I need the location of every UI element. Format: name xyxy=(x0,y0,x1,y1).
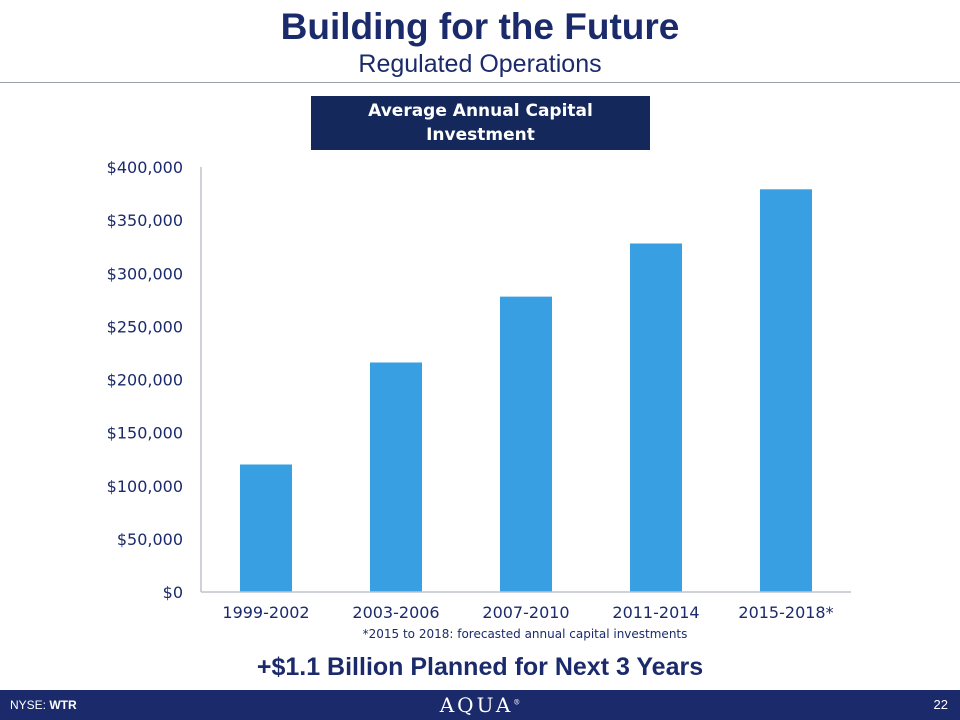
x-tick-label: 2015-2018* xyxy=(738,603,833,622)
bar-2015-2018 xyxy=(760,189,812,592)
y-tick-label: $150,000 xyxy=(107,424,183,443)
y-tick-label: $400,000 xyxy=(107,158,183,177)
slide-title: Building for the Future xyxy=(280,6,680,47)
logo-text: AQUA xyxy=(439,693,514,717)
y-tick-label: $0 xyxy=(163,583,183,602)
y-tick-label: $200,000 xyxy=(107,371,183,390)
bar-chart: $0 $50,000 $100,000 $150,000 $200,000 $250,00… xyxy=(107,158,851,622)
y-tick-label: $250,000 xyxy=(107,317,183,336)
bar-2003-2006 xyxy=(370,362,422,592)
slide-subtitle: Regulated Operations xyxy=(358,50,602,78)
company-logo: AQUA® xyxy=(0,693,960,717)
x-tick-label: 2007-2010 xyxy=(482,603,569,622)
y-tick-label: $50,000 xyxy=(117,530,183,549)
exchange-label: NYSE: xyxy=(10,698,47,712)
header-divider xyxy=(0,82,960,83)
y-tick-label: $350,000 xyxy=(107,211,183,230)
y-tick-label: $100,000 xyxy=(107,477,183,496)
registered-mark: ® xyxy=(513,698,521,707)
chart-title-box: Average Annual Capital Investment ($thou… xyxy=(311,96,650,169)
y-tick-label: $300,000 xyxy=(107,264,183,283)
x-tick-label: 2011-2014 xyxy=(612,603,699,622)
page-number: 22 xyxy=(933,697,948,712)
headline: +$1.1 Billion Planned for Next 3 Years xyxy=(256,653,704,681)
x-tick-label: 2003-2006 xyxy=(352,603,439,622)
ticker-symbol: WTR xyxy=(49,698,77,712)
bar-2011-2014 xyxy=(630,243,682,592)
chart-title-line1: Average Annual Capital Investment xyxy=(368,101,593,145)
x-tick-label: 1999-2002 xyxy=(222,603,309,622)
stock-ticker: NYSE: WTR xyxy=(10,698,77,712)
bar-2007-2010 xyxy=(500,296,552,592)
bar-1999-2002 xyxy=(240,464,292,592)
footer-bar: NYSE: WTR AQUA® 22 xyxy=(0,690,960,720)
chart-title-line2: ($thousands) xyxy=(416,149,545,169)
chart-footnote: *2015 to 2018: forecasted annual capital… xyxy=(362,627,688,641)
